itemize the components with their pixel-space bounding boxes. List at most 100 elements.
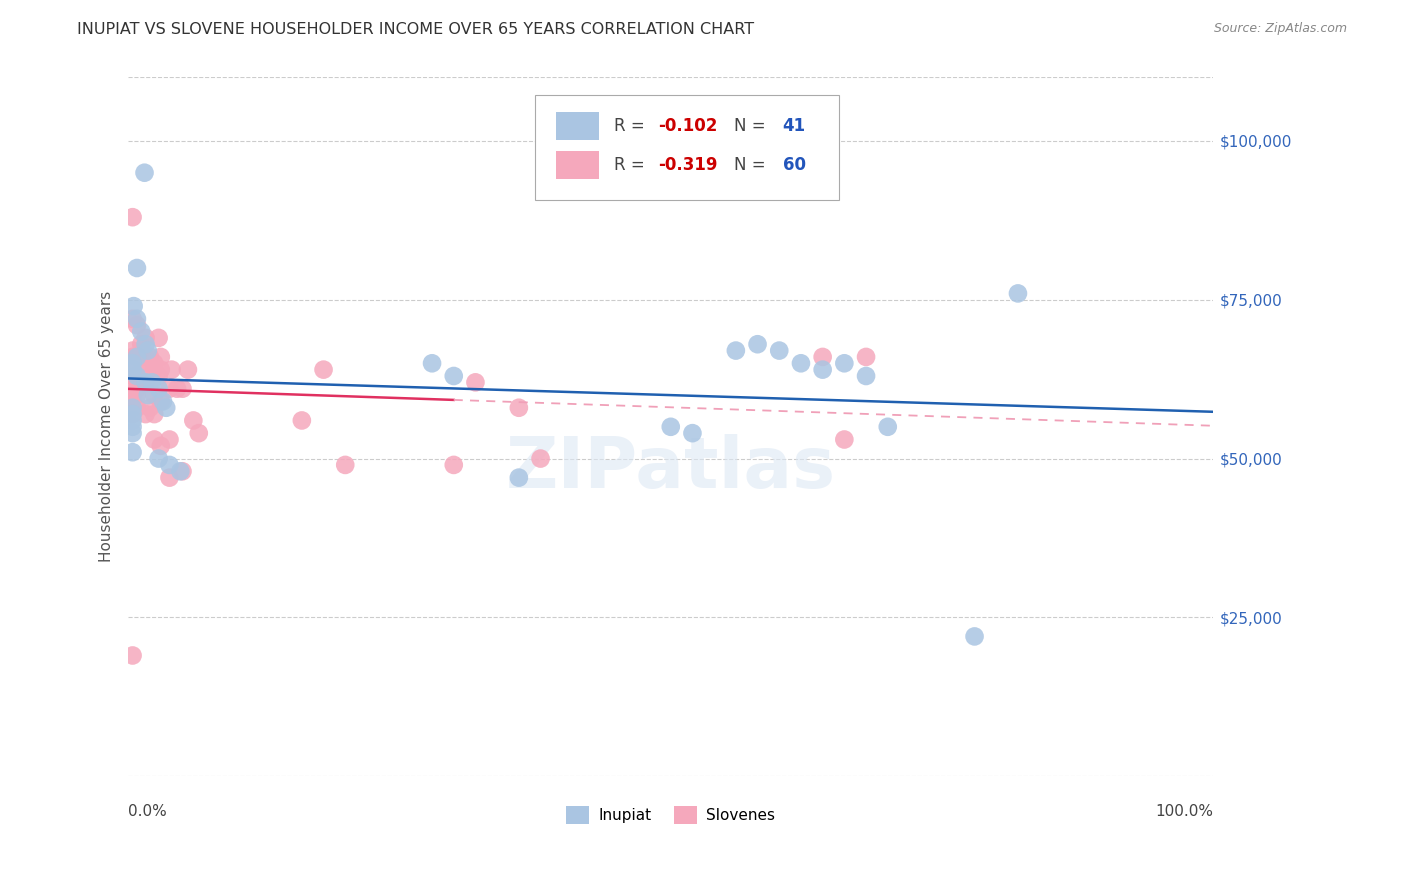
Point: [135, 376, 157, 390]
Point: [724, 343, 747, 358]
Point: [159, 470, 181, 484]
Text: N =: N =: [734, 156, 770, 174]
Point: [172, 382, 194, 396]
Point: [963, 629, 986, 643]
Point: [148, 451, 170, 466]
Point: [125, 369, 148, 384]
Point: [139, 350, 162, 364]
Point: [172, 464, 194, 478]
Point: [166, 382, 188, 396]
Point: [121, 401, 143, 415]
Point: [148, 382, 170, 396]
Point: [335, 458, 357, 472]
Point: [125, 350, 148, 364]
FancyBboxPatch shape: [536, 95, 839, 200]
Point: [139, 376, 162, 390]
Point: [121, 413, 143, 427]
Point: [121, 382, 143, 396]
Point: [659, 419, 682, 434]
Point: [149, 439, 172, 453]
Text: ZIPatlas: ZIPatlas: [506, 434, 835, 503]
Text: -0.102: -0.102: [658, 118, 717, 136]
Point: [121, 426, 143, 441]
Point: [121, 210, 143, 224]
Point: [125, 260, 148, 275]
Point: [136, 343, 159, 358]
Text: N =: N =: [734, 118, 770, 136]
Text: 100.0%: 100.0%: [1156, 804, 1213, 819]
Point: [876, 419, 898, 434]
Point: [121, 419, 143, 434]
Point: [141, 376, 163, 390]
Point: [169, 464, 191, 478]
Point: [149, 394, 172, 409]
Point: [125, 401, 148, 415]
Point: [129, 325, 152, 339]
Point: [121, 356, 143, 370]
Point: [139, 356, 162, 370]
Point: [129, 362, 152, 376]
Point: [122, 299, 145, 313]
Point: [125, 388, 148, 402]
Point: [121, 407, 143, 421]
Point: [159, 458, 181, 472]
Text: INUPIAT VS SLOVENE HOUSEHOLDER INCOME OVER 65 YEARS CORRELATION CHART: INUPIAT VS SLOVENE HOUSEHOLDER INCOME OV…: [77, 22, 755, 37]
Legend: Inupiat, Slovenes: Inupiat, Slovenes: [567, 805, 775, 824]
Point: [129, 350, 152, 364]
Point: [855, 369, 877, 384]
Point: [125, 369, 148, 384]
Point: [125, 311, 148, 326]
Text: Source: ZipAtlas.com: Source: ZipAtlas.com: [1213, 22, 1347, 36]
Text: 41: 41: [783, 118, 806, 136]
Point: [135, 376, 157, 390]
Point: [149, 350, 172, 364]
Point: [135, 350, 157, 364]
Point: [159, 382, 181, 396]
Point: [125, 350, 148, 364]
Point: [143, 362, 166, 376]
Point: [143, 356, 166, 370]
Text: R =: R =: [614, 118, 651, 136]
Point: [187, 426, 209, 441]
Text: 0.0%: 0.0%: [128, 804, 167, 819]
Point: [148, 369, 170, 384]
Point: [129, 337, 152, 351]
Point: [155, 401, 177, 415]
Point: [135, 331, 157, 345]
Point: [790, 356, 813, 370]
Point: [121, 388, 143, 402]
FancyBboxPatch shape: [555, 151, 599, 178]
Point: [529, 451, 551, 466]
Point: [420, 356, 443, 370]
Point: [152, 394, 174, 409]
Point: [183, 413, 205, 427]
Point: [121, 311, 143, 326]
Point: [834, 433, 856, 447]
Point: [125, 382, 148, 396]
Point: [768, 343, 790, 358]
Point: [811, 362, 834, 376]
Point: [148, 331, 170, 345]
Point: [143, 433, 166, 447]
Point: [149, 362, 172, 376]
Point: [121, 350, 143, 364]
Point: [291, 413, 314, 427]
Point: [160, 362, 183, 376]
Point: [121, 394, 143, 409]
Point: [143, 388, 166, 402]
Point: [747, 337, 769, 351]
Point: [811, 350, 834, 364]
Point: [1007, 286, 1029, 301]
FancyBboxPatch shape: [555, 112, 599, 140]
Point: [121, 343, 143, 358]
Text: -0.319: -0.319: [658, 156, 717, 174]
Point: [121, 401, 143, 415]
Point: [135, 337, 157, 351]
Point: [121, 445, 143, 459]
Point: [834, 356, 856, 370]
Point: [508, 470, 530, 484]
Point: [464, 376, 486, 390]
Point: [177, 362, 200, 376]
Point: [312, 362, 335, 376]
Point: [159, 433, 181, 447]
